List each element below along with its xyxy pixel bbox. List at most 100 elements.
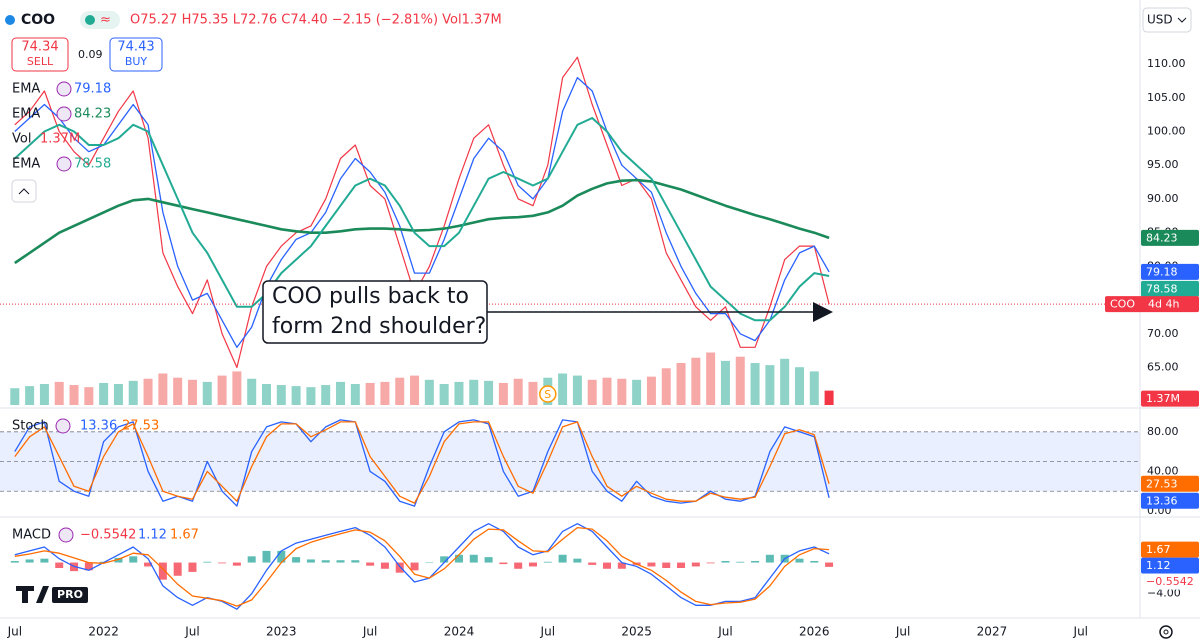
volume-bar [794, 367, 804, 405]
histogram-bar [647, 562, 656, 567]
volume-bar [113, 384, 123, 405]
histogram-bar [617, 562, 626, 569]
volume-bar [276, 385, 286, 405]
volume-bar [247, 378, 257, 405]
x-tick-label: Jul [1073, 625, 1088, 639]
histogram-bar [55, 562, 64, 568]
histogram-bar [736, 561, 745, 563]
annotation-arrowhead [813, 302, 833, 322]
quote: O75.27 H75.35 L72.76 C74.40 −2.15 (−2.81… [130, 13, 502, 28]
volume-bar [750, 363, 760, 405]
event-marker [539, 385, 557, 403]
histogram-bar [10, 561, 19, 563]
histogram-bar [144, 562, 153, 567]
price-tag [1141, 541, 1199, 558]
buy-button[interactable] [109, 37, 163, 72]
price-tag [1141, 390, 1199, 407]
histogram-bar [395, 562, 404, 573]
volume-bar [202, 381, 212, 405]
histogram-bar [129, 556, 138, 563]
price-tag [1141, 280, 1199, 297]
histogram-bar [454, 554, 463, 563]
annotation-text: COO pulls back to [272, 284, 469, 309]
sell-button[interactable] [11, 37, 69, 72]
y-tick-label: −4.00 [1147, 587, 1181, 600]
volume-bar [69, 385, 79, 405]
histogram-bar [558, 554, 567, 563]
histogram-bar [662, 562, 671, 568]
price-tag-label: 84.23 [1146, 231, 1178, 244]
x-tick-label: 2025 [621, 625, 652, 639]
y-tick-label: 65.00 [1147, 361, 1179, 374]
annotation-text: form 2nd shoulder? [272, 314, 486, 339]
series-line [14, 526, 830, 607]
symbol[interactable]: COO [21, 12, 55, 28]
volume-bar [187, 379, 197, 405]
histogram-bar [380, 562, 389, 569]
legend-value: 1.37M [40, 132, 80, 147]
volume-bar [424, 379, 434, 405]
histogram-bar [514, 562, 523, 569]
histogram-bar [603, 562, 612, 569]
volume-bar [380, 381, 390, 405]
volume-bar [469, 379, 479, 405]
logo: PRO [16, 586, 88, 603]
y-tick-label: 90.00 [1147, 192, 1179, 205]
volume-bar [217, 375, 227, 405]
x-tick-label: Jul [717, 625, 732, 639]
volume-bar [720, 360, 730, 405]
volume-bar [484, 380, 494, 405]
volume-bar [691, 357, 701, 405]
legend-value: 1.12 [138, 528, 167, 543]
price-tag-label: 78.58 [1146, 282, 1178, 295]
volume-bar [336, 381, 346, 405]
volume-bar [10, 388, 20, 405]
volume-bar [661, 368, 671, 405]
y-tick-label: 70.00 [1147, 327, 1179, 340]
histogram-bar [306, 559, 315, 563]
volume-bar [350, 384, 360, 405]
volume-bar [824, 390, 834, 405]
x-tick-label: 2022 [88, 625, 119, 639]
currency: USD [1147, 13, 1173, 27]
chevron [1177, 17, 1187, 23]
volume-bar [498, 382, 508, 405]
histogram-bar [469, 554, 478, 563]
legend-value: −0.5542 [80, 528, 136, 543]
buy-price: 74.43 [117, 40, 154, 55]
histogram-bar [114, 557, 123, 563]
volume-bar [617, 378, 627, 405]
volume-bar [143, 378, 153, 405]
price-tag [1141, 263, 1199, 280]
volume-bar [528, 381, 538, 405]
volume-bar [365, 382, 375, 405]
volume-bar [602, 377, 612, 405]
countdown: 4d 4h [1148, 298, 1179, 311]
y-tick-label: 110.00 [1147, 57, 1186, 70]
price-tag-label: 1.37M [1146, 392, 1180, 405]
price-tag-label: −0.5542 [1146, 575, 1194, 588]
settings-icon[interactable] [1159, 625, 1173, 639]
collapse-button[interactable] [11, 179, 37, 203]
histogram-bar [528, 562, 537, 567]
series-line [14, 421, 830, 504]
price-tag-label: 1.67 [1146, 543, 1171, 556]
legend-value: 1.67 [170, 528, 199, 543]
histogram-bar [158, 562, 167, 580]
symbol-icon [5, 15, 15, 25]
legend-label: Stoch [12, 419, 49, 434]
status-icon: ≈ [100, 13, 111, 28]
volume-bar [84, 387, 94, 405]
volume-bar [291, 386, 301, 405]
price-tag [1141, 229, 1199, 246]
symbol-tag [1105, 296, 1199, 313]
logo-badge [52, 587, 88, 603]
volume-bar [54, 381, 64, 405]
histogram-bar [40, 558, 49, 563]
histogram-bar [677, 562, 686, 568]
currency-button[interactable] [1142, 7, 1192, 33]
volume-bar [232, 371, 242, 405]
y-tick-label: 100.00 [1147, 125, 1186, 138]
